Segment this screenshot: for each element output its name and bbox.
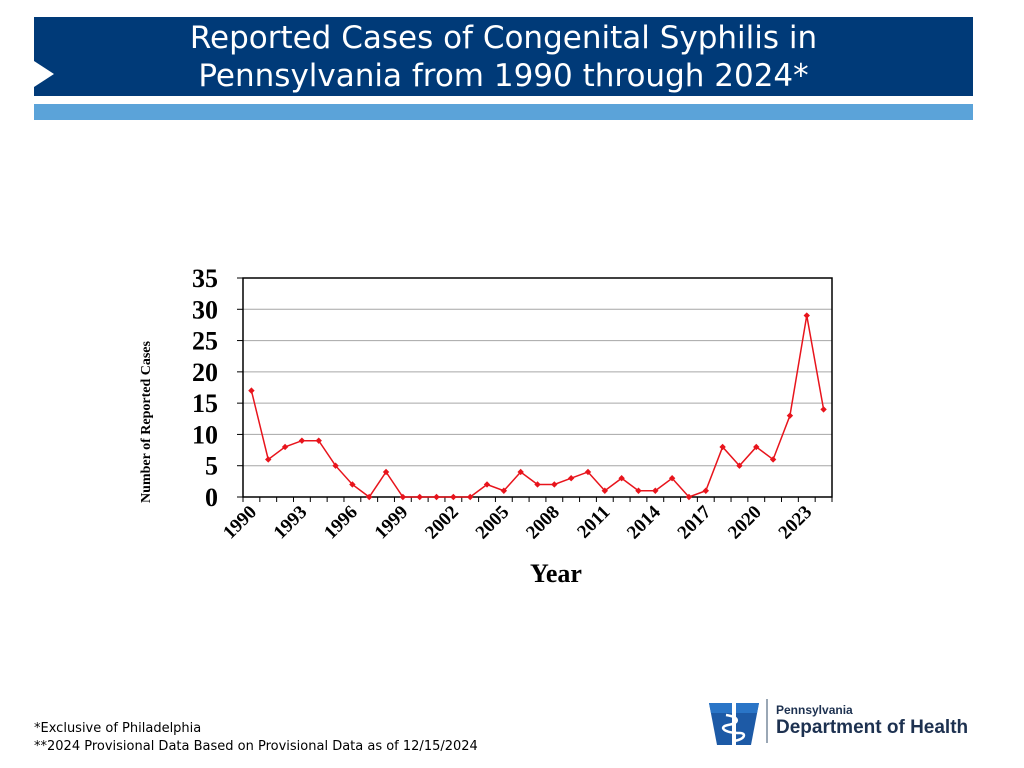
data-point [803,312,810,319]
footnotes: *Exclusive of Philadelphia **2024 Provis… [34,720,478,756]
data-point [618,475,625,482]
data-point [719,443,726,451]
x-axis-title: Year [530,559,582,588]
data-point [668,475,676,482]
department-logo: Pennsylvania Department of Health [706,697,976,747]
x-tick-label: 1990 [219,502,261,544]
data-point [517,468,524,476]
data-point [534,481,541,488]
page-title: Reported Cases of Congenital Syphilis in… [94,17,913,96]
x-tick-label: 2008 [522,502,564,544]
data-point [366,493,373,501]
data-point [315,437,322,444]
data-point [786,412,794,419]
x-tick-label: 2011 [573,502,614,543]
data-point [820,406,827,413]
y-tick-label: 35 [192,264,218,293]
data-point [382,468,390,476]
y-axis-title: Number of Reported Cases [139,341,154,503]
x-tick-label: 1993 [270,502,312,544]
x-tick-label: 2002 [421,502,463,544]
data-point [483,481,491,488]
plot-frame [242,277,833,498]
data-point [736,462,743,469]
page-title-line-1: Reported Cases of Congenital Syphilis in [189,19,818,56]
data-point [433,493,440,501]
footnote-provisional: **2024 Provisional Data Based on Provisi… [34,739,478,754]
x-tick-label: 1999 [371,502,413,544]
data-point [298,437,306,444]
y-tick-label: 20 [192,358,218,387]
banner-arrow-icon [34,61,54,87]
gridlines [243,308,832,467]
page-title-line-2: Pennsylvania from 1990 through 2024* [198,57,809,94]
data-point [281,443,289,451]
y-tick-label: 5 [205,452,218,481]
data-point [466,493,474,501]
y-tick-label: 30 [192,295,218,324]
data-point [349,481,356,488]
x-tick-label: 2014 [623,501,665,543]
title-banner: Reported Cases of Congenital Syphilis in… [34,17,973,96]
y-tick-label: 10 [192,420,218,449]
data-point [567,475,575,482]
x-tick-label: 2017 [674,501,716,543]
data-point [635,487,642,494]
data-point [685,493,693,501]
series-line [250,315,825,499]
logo-divider [766,699,768,743]
x-tick-label: 2023 [775,502,817,544]
keystone-caduceus-icon [709,701,759,745]
data-point [753,443,760,451]
footnote-philadelphia: *Exclusive of Philadelphia [34,721,202,736]
data-point [584,468,592,476]
logo-department-name: Department of Health [776,717,969,738]
data-point [769,456,777,463]
x-tick-label: 2005 [472,502,514,544]
data-point [265,456,272,463]
data-point [652,487,659,494]
x-tick-label: 1996 [320,502,362,544]
series-layer [248,312,827,501]
data-point [332,462,339,469]
logo-state-name: Pennsylvania [776,703,853,717]
data-point [702,487,709,494]
data-point [416,493,423,501]
data-point [551,481,558,488]
y-tick-label: 25 [192,327,218,356]
data-point [399,493,407,501]
data-point [500,487,508,494]
x-tick-label: 2020 [724,502,766,544]
data-point [601,487,609,494]
y-tick-label: 15 [192,389,218,418]
data-point [248,387,255,394]
data-point [450,493,457,501]
accent-bar [34,104,973,120]
y-tick-label: 0 [205,483,218,512]
